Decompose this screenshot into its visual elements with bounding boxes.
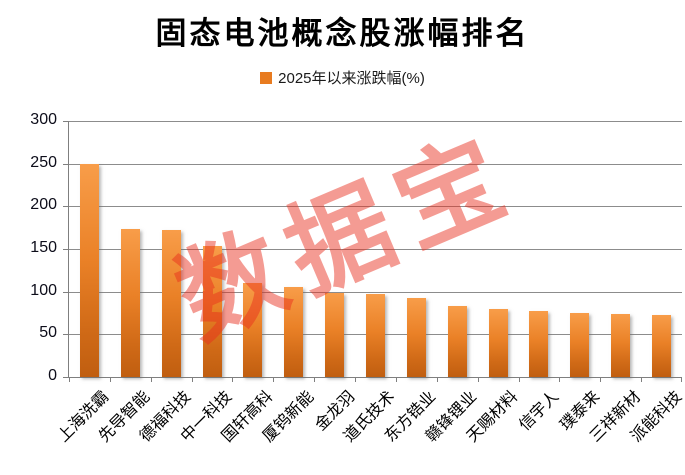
bar-东方锆业 (406, 297, 426, 377)
bar-赣锋锂业 (447, 306, 467, 377)
x-axis-tick-0 (69, 377, 70, 382)
legend-swatch-icon (260, 71, 273, 84)
x-axis-tick-6 (314, 377, 316, 382)
chart-title: 固态电池概念股涨幅排名 (155, 16, 530, 51)
x-axis-tick-14 (641, 377, 643, 382)
x-axis-tick-12 (559, 377, 561, 382)
x-axis-tick-1 (109, 377, 111, 382)
bar-璞泰来 (570, 313, 590, 377)
y-axis-tick-150 (63, 249, 69, 250)
y-axis-tick-250 (63, 163, 69, 165)
y-axis-tick-0 (63, 377, 69, 378)
bar-国轩高科 (243, 283, 263, 377)
y-axis-label-50: 50 (39, 324, 57, 342)
gridline-250 (69, 163, 682, 165)
y-axis-label-300: 300 (30, 111, 57, 128)
y-axis-tick-300 (63, 121, 69, 122)
plot-area: 上海洗霸 先导智能 德福科技 中一科技 国轩高科 厦钨新能 金龙羽 道氏技术 东方锆业 赣锋锂业天… (55, 121, 685, 446)
x-axis-tick-4 (232, 377, 234, 382)
x-axis-tick-8 (395, 377, 397, 382)
bar-派能科技 (652, 314, 672, 377)
bar-三祥新材 (611, 313, 631, 377)
y-axis-tick-50 (63, 334, 69, 336)
y-axis-tick-100 (63, 291, 69, 293)
x-axis-tick-2 (150, 377, 152, 382)
y-axis-label-0: 0 (48, 367, 57, 384)
x-axis-tick-5 (273, 377, 275, 382)
legend-label: 2025年以来涨跌幅(%) (278, 70, 425, 87)
gridline-150 (69, 249, 682, 250)
gridline-100 (69, 291, 682, 293)
bar-金龙羽 (325, 293, 345, 377)
x-axis-label-信宇人: 信宇人 (516, 388, 563, 435)
x-axis-tick-10 (477, 377, 479, 382)
bar-天赐材料 (488, 308, 508, 377)
y-axis-label-200: 200 (30, 196, 57, 214)
bar-道氏技术 (366, 294, 385, 377)
y-axis-label-100: 100 (30, 281, 57, 299)
bar-德福科技 (161, 230, 181, 377)
bar-上海洗霸 (79, 163, 99, 377)
bar-中一科技 (202, 245, 222, 377)
bar-厦钨新能 (284, 286, 304, 377)
x-axis-tick-11 (518, 377, 520, 382)
y-axis-tick-200 (63, 206, 69, 208)
legend: 2025年以来涨跌幅(%) (0, 67, 685, 88)
bar-先导智能 (120, 228, 140, 377)
x-axis-tick-9 (436, 377, 438, 382)
gridline-300 (69, 121, 682, 122)
y-axis-label-250: 250 (30, 153, 57, 171)
gridline-200 (69, 206, 682, 208)
x-axis-tick-3 (191, 377, 193, 382)
x-axis-tick-7 (355, 377, 357, 382)
bar-信宇人 (529, 311, 549, 377)
x-axis-tick-15 (681, 377, 682, 382)
x-axis-tick-13 (600, 377, 602, 382)
y-axis-label-150: 150 (30, 239, 57, 256)
